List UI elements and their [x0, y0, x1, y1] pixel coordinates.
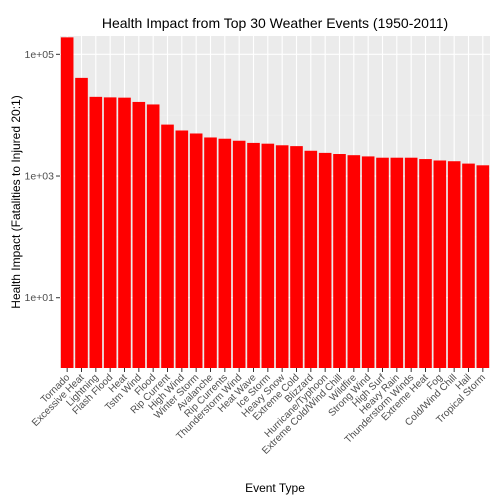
bar — [462, 163, 475, 368]
y-tick-label: 1e+01 — [25, 292, 55, 304]
bar — [204, 137, 217, 368]
bar — [419, 159, 432, 368]
bar — [347, 155, 361, 368]
bar — [146, 104, 160, 369]
bar — [175, 130, 189, 368]
y-tick-label: 1e+03 — [25, 171, 55, 183]
bar — [232, 140, 246, 368]
plot-panel — [60, 36, 490, 368]
bar — [404, 157, 418, 368]
bar — [318, 152, 332, 368]
bar — [132, 101, 146, 369]
bar — [433, 160, 447, 368]
bar — [161, 124, 174, 368]
bar — [89, 96, 103, 368]
bar — [390, 157, 404, 368]
chart-title: Health Impact from Top 30 Weather Events… — [102, 15, 448, 31]
bar — [275, 145, 289, 368]
y-axis-ticks: 1e+01 1e+03 1e+05 — [25, 49, 60, 304]
bar — [60, 37, 74, 369]
bars — [60, 37, 490, 369]
bar — [447, 161, 461, 368]
y-axis-label: Health Impact (Fatalities to Injured 20:… — [9, 95, 23, 308]
bar — [218, 138, 232, 368]
bar — [476, 165, 490, 368]
bar — [189, 133, 203, 368]
bar — [247, 142, 260, 368]
bar — [103, 97, 117, 368]
bar — [261, 143, 275, 368]
bar — [361, 156, 375, 368]
y-tick-label: 1e+05 — [25, 49, 55, 61]
bar — [118, 97, 131, 368]
bar — [333, 154, 346, 368]
bar — [290, 146, 303, 368]
bar — [376, 157, 389, 368]
bar — [75, 77, 88, 368]
x-axis-label: Event Type — [245, 481, 305, 495]
bar — [304, 150, 318, 368]
